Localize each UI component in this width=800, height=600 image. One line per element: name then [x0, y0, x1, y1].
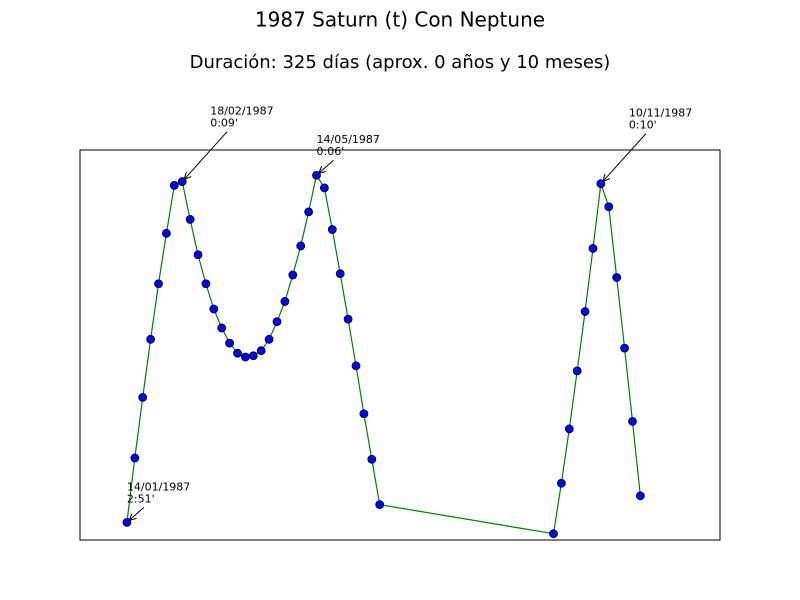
annotation-arrow — [129, 506, 145, 520]
point — [193, 250, 203, 260]
point — [327, 225, 337, 234]
point — [612, 273, 622, 282]
point — [343, 314, 353, 324]
point — [628, 416, 637, 426]
point — [209, 304, 219, 314]
annotation-text: 0:09' — [210, 117, 238, 130]
point — [248, 351, 258, 361]
point — [185, 215, 195, 224]
point — [233, 348, 242, 358]
point — [588, 244, 598, 253]
annotation-text: 14/05/1987 — [317, 133, 380, 146]
annotation-arrow — [603, 133, 647, 182]
point — [556, 478, 566, 488]
plot-frame — [79, 149, 721, 541]
point — [146, 334, 156, 344]
point — [288, 270, 298, 280]
point — [564, 424, 574, 434]
annotation-text: 14/01/1987 — [127, 480, 190, 493]
annotation-arrow — [184, 131, 228, 180]
point — [635, 491, 645, 501]
point — [572, 366, 582, 376]
point — [264, 334, 274, 344]
annotation-text: 18/02/1987 — [210, 105, 273, 118]
point — [169, 180, 179, 190]
point — [549, 529, 558, 539]
point — [130, 453, 140, 463]
point — [320, 183, 329, 193]
point — [375, 500, 385, 510]
point — [201, 279, 211, 289]
annotation-text: 0:10' — [629, 119, 657, 132]
point — [580, 307, 590, 316]
annotation-text: 2:51' — [127, 492, 155, 505]
chart-title: 1987 Saturn (t) Con Neptune — [255, 8, 545, 32]
point — [272, 317, 282, 327]
point — [138, 392, 148, 402]
point — [367, 454, 377, 464]
point — [256, 346, 266, 356]
point — [241, 352, 250, 362]
point — [335, 269, 345, 279]
point — [359, 409, 369, 419]
point — [620, 343, 629, 353]
point — [280, 297, 290, 306]
point — [162, 228, 171, 238]
chart-subtitle: Duración: 325 días (aprox. 0 años y 10 m… — [190, 52, 611, 73]
point — [225, 338, 235, 348]
annotation-text: 10/11/1987 — [629, 107, 692, 120]
point — [351, 361, 361, 371]
annotation-text: 0:06' — [317, 145, 345, 158]
point — [154, 279, 163, 289]
point — [296, 241, 306, 251]
annotation-arrow — [319, 159, 334, 173]
point — [604, 202, 614, 212]
point — [304, 207, 314, 217]
point — [217, 323, 227, 333]
